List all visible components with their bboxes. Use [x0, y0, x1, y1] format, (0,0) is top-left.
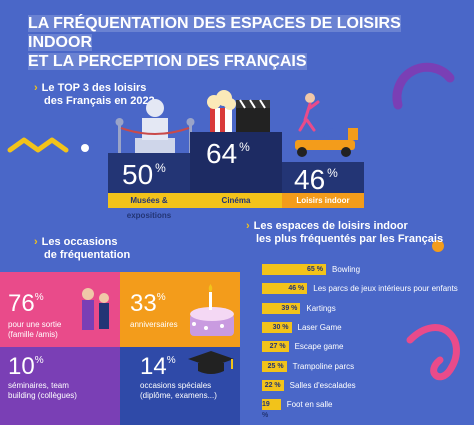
top3-heading-line1: Le TOP 3 des loisirs	[41, 82, 147, 94]
occasion-anniversaire-text1: anniversaires	[130, 320, 178, 329]
occasion-speciale-value: 14%	[140, 353, 176, 380]
chart-title-line2: les plus fréquentés par les Français	[256, 233, 444, 245]
occasion-seminaire: 10% séminaires, team building (collègues…	[0, 347, 120, 425]
podium-loisirs-value: 46%	[294, 164, 338, 195]
podium-loisirs: 46% Loisirs indoor	[282, 162, 364, 208]
graduation-cap-icon	[188, 351, 234, 374]
podium-musees-label: Musées & expositions	[108, 193, 190, 220]
occasion-seminaire-value: 10%	[8, 353, 44, 380]
occasion-sortie: 76% pour une sortie (famille /amis)	[0, 272, 120, 347]
occasion-sortie-text1: pour une sortie	[8, 320, 62, 329]
occasion-anniversaire-value: 33%	[130, 290, 166, 317]
podium-cinema-label: Cinéma	[190, 193, 282, 208]
family-illustration	[82, 288, 109, 330]
occasion-seminaire-text1: séminaires, team	[8, 381, 69, 390]
podium-musees: 50% Musées & expositions	[108, 153, 190, 220]
occasion-seminaire-text2: building (collègues)	[8, 391, 77, 400]
podium-musees-value: 50%	[122, 159, 166, 190]
occasion-speciale-text1: occasions spéciales	[140, 381, 212, 390]
occasion-speciale-text2: (diplôme, examens...)	[140, 391, 217, 400]
occasion-anniversaire: 33% anniversaires	[120, 272, 240, 347]
occasions-heading: › Les occasions de fréquentation	[34, 236, 130, 262]
karting-icon	[295, 93, 358, 157]
podium-loisirs-label: Loisirs indoor	[282, 193, 364, 208]
podium-cinema: 64% Cinéma	[190, 132, 282, 208]
yellow-zigzag-shape	[7, 137, 69, 153]
occasion-speciale: 14% occasions spéciales (diplôme, examen…	[120, 347, 240, 425]
title-line-1: LA FRÉQUENTATION DES ESPACES DE LOISIRS …	[28, 15, 401, 51]
orange-dot-shape	[432, 240, 444, 252]
chevron-icon: ›	[34, 236, 38, 248]
page-title: LA FRÉQUENTATION DES ESPACES DE LOISIRS …	[28, 14, 468, 71]
chart-title-line1: Les espaces de loisirs indoor	[253, 220, 408, 232]
podium-cinema-value: 64%	[206, 138, 250, 169]
purple-arc-shape	[392, 62, 455, 110]
white-dot-shape	[81, 144, 89, 152]
chevron-icon: ›	[34, 82, 38, 94]
occasion-sortie-value: 76%	[8, 290, 44, 317]
top3-heading: › Le TOP 3 des loisirs des Français en 20…	[34, 82, 155, 108]
title-line-2: ET LA PERCEPTION DES FRANÇAIS	[28, 53, 307, 70]
cake-icon	[190, 284, 234, 336]
chart-heading: › Les espaces de loisirs indoor les plus …	[246, 220, 443, 246]
occasions-heading-line1: Les occasions	[41, 236, 118, 248]
statue-icon	[115, 99, 195, 158]
pink-swirl-shape	[406, 324, 460, 381]
occasion-sortie-text2: (famille /amis)	[8, 330, 58, 339]
occasion-family-photo	[70, 272, 120, 347]
chevron-icon: ›	[246, 220, 250, 232]
cinema-icon	[207, 90, 270, 138]
top3-heading-line2: des Français en 2022	[44, 95, 155, 107]
occasions-heading-line2: de fréquentation	[44, 249, 131, 261]
